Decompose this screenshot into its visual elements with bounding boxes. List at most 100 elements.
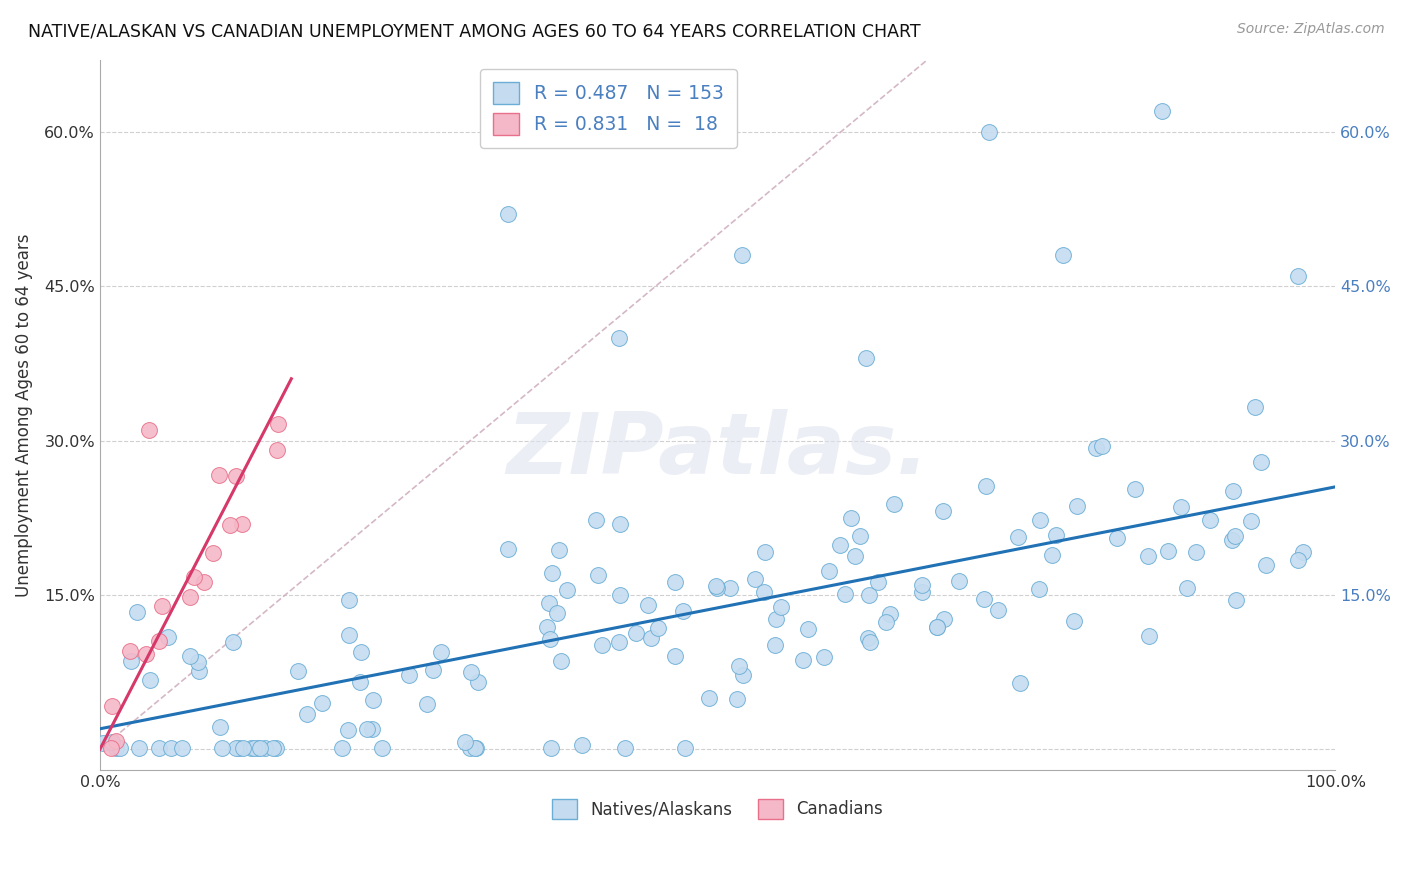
Point [125, 605, 148, 619]
Point [157, 630, 180, 644]
Point [183, 570, 205, 584]
Point [1052, 248, 1074, 262]
Point [249, 741, 271, 756]
Point [770, 599, 793, 614]
Point [465, 741, 488, 756]
Point [839, 511, 862, 525]
Point [266, 442, 288, 457]
Point [148, 741, 170, 756]
Point [1028, 513, 1050, 527]
Point [1105, 531, 1128, 545]
Point [1222, 533, 1244, 547]
Point [550, 654, 572, 668]
Point [232, 741, 254, 756]
Point [817, 564, 839, 578]
Point [1170, 500, 1192, 515]
Point [792, 653, 814, 667]
Point [1028, 582, 1050, 597]
Point [496, 541, 519, 556]
Point [225, 741, 247, 756]
Point [1244, 401, 1267, 415]
Point [813, 650, 835, 665]
Point [609, 516, 631, 531]
Point [647, 621, 669, 635]
Point [728, 659, 751, 673]
Point [108, 741, 131, 756]
Point [571, 738, 593, 752]
Point [731, 248, 754, 262]
Point [706, 582, 728, 596]
Point [911, 585, 934, 599]
Point [422, 663, 444, 677]
Text: Source: ZipAtlas.com: Source: ZipAtlas.com [1237, 22, 1385, 37]
Point [973, 592, 995, 607]
Text: ZIPatlas.: ZIPatlas. [506, 409, 929, 491]
Point [927, 620, 949, 634]
Point [104, 734, 127, 748]
Point [911, 578, 934, 592]
Point [672, 604, 695, 618]
Point [1040, 548, 1063, 562]
Point [243, 741, 266, 756]
Point [464, 741, 486, 756]
Point [987, 603, 1010, 617]
Point [754, 545, 776, 559]
Point [1123, 482, 1146, 496]
Point [150, 599, 173, 613]
Point [752, 584, 775, 599]
Point [211, 741, 233, 756]
Point [536, 620, 558, 634]
Point [337, 593, 360, 607]
Point [555, 583, 578, 598]
Point [609, 588, 631, 602]
Point [588, 568, 610, 582]
Point [460, 665, 482, 679]
Point [172, 741, 194, 756]
Point [1157, 543, 1180, 558]
Point [640, 631, 662, 645]
Point [1292, 544, 1315, 558]
Point [844, 549, 866, 563]
Point [537, 597, 560, 611]
Point [361, 723, 384, 737]
Point [120, 654, 142, 668]
Point [100, 741, 122, 756]
Point [849, 529, 872, 543]
Point [219, 517, 242, 532]
Y-axis label: Unemployment Among Ages 60 to 64 years: Unemployment Among Ages 60 to 64 years [15, 233, 32, 597]
Point [948, 574, 970, 588]
Point [208, 467, 231, 482]
Point [458, 741, 481, 756]
Point [297, 706, 319, 721]
Point [179, 590, 201, 604]
Point [1199, 513, 1222, 527]
Point [883, 497, 905, 511]
Point [120, 643, 142, 657]
Point [673, 741, 696, 756]
Point [1152, 104, 1174, 119]
Point [337, 628, 360, 642]
Point [311, 696, 333, 710]
Point [1223, 529, 1246, 543]
Point [858, 588, 880, 602]
Point [765, 612, 787, 626]
Point [1136, 549, 1159, 564]
Point [868, 574, 890, 589]
Point [744, 572, 766, 586]
Point [287, 665, 309, 679]
Point [1063, 614, 1085, 628]
Point [1256, 558, 1278, 572]
Point [253, 741, 276, 756]
Point [855, 351, 877, 366]
Point [879, 607, 901, 621]
Point [361, 693, 384, 707]
Point [934, 611, 956, 625]
Point [1007, 530, 1029, 544]
Point [1250, 455, 1272, 469]
Point [416, 697, 439, 711]
Point [637, 598, 659, 612]
Point [664, 575, 686, 590]
Point [763, 638, 786, 652]
Point [398, 668, 420, 682]
Point [262, 741, 284, 756]
